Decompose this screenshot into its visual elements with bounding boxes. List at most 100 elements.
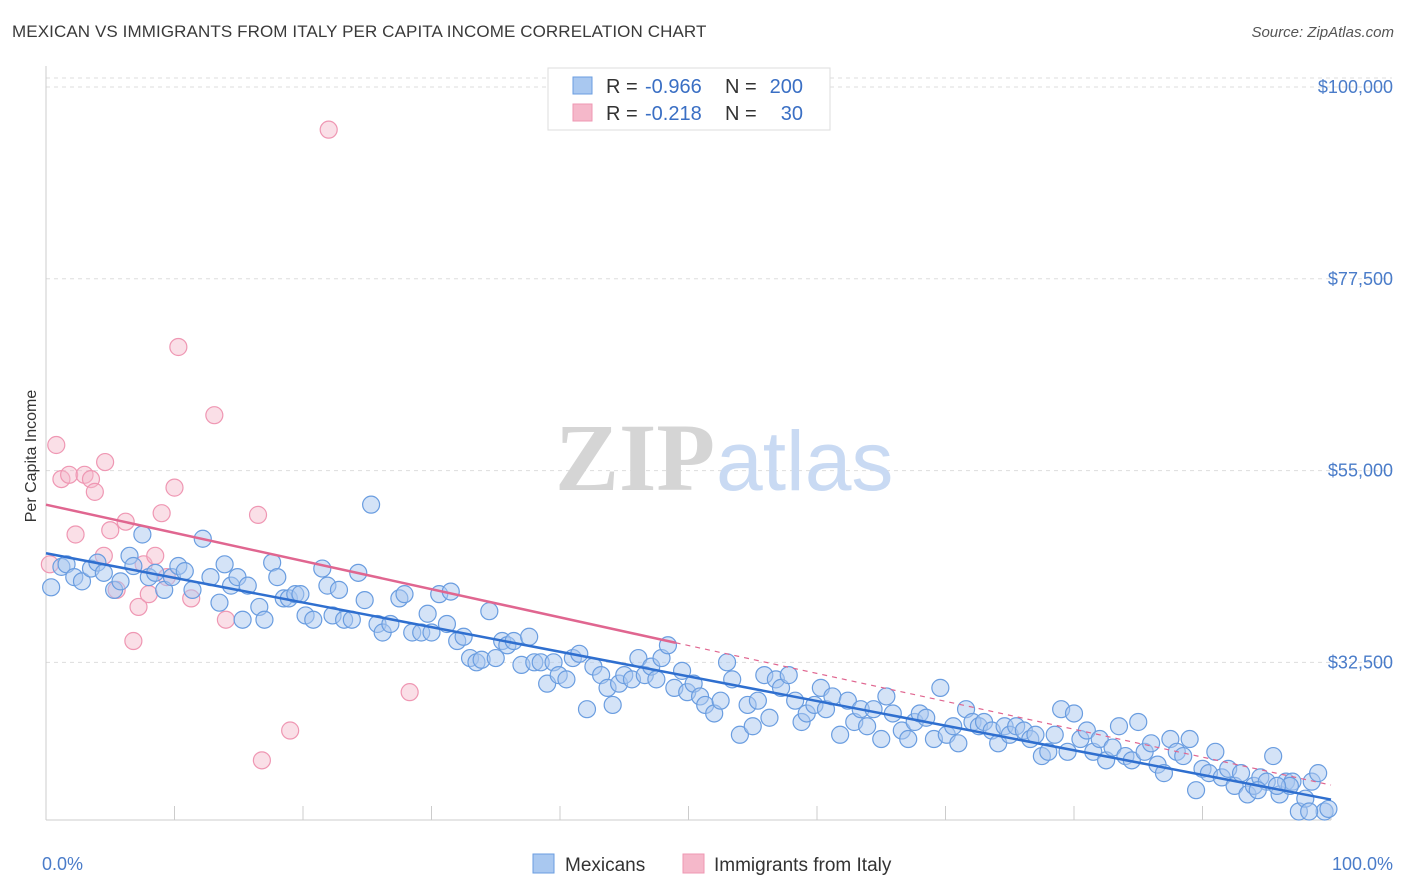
point-mexicans-22: [210, 593, 229, 612]
y-tick-label-2: $77,500: [1328, 269, 1393, 289]
point-mexicans-51: [395, 585, 414, 604]
point-mexicans-70: [520, 627, 539, 646]
point-italy-21: [169, 337, 188, 357]
point-mexicans-23: [215, 555, 234, 574]
point-mexicans-12: [133, 525, 152, 544]
series-mexicans-points: [42, 495, 1338, 821]
legend-swatch-italy: [572, 103, 593, 122]
point-italy-17: [146, 546, 165, 565]
point-italy-9: [96, 452, 115, 472]
legend-n-value-mexicans: 200: [770, 76, 803, 98]
point-mexicans-159: [1090, 729, 1109, 749]
legend-r-value-mexicans: -0.966: [645, 76, 702, 98]
grid-lines: [46, 77, 1392, 663]
legend-top: R = -0.966 N = 200 R = -0.218 N = 30: [547, 67, 831, 131]
point-mexicans-193: [1309, 764, 1328, 783]
point-mexicans-26: [233, 610, 252, 629]
point-italy-4: [66, 525, 85, 544]
point-italy-18: [152, 504, 171, 523]
legend-bottom-swatch-italy: [682, 853, 705, 874]
point-mexicans-106: [748, 691, 767, 710]
legend-bottom-swatch-mexicans: [532, 853, 555, 874]
source-label: Source: ZipAtlas.com: [1251, 24, 1394, 41]
point-mexicans-173: [1180, 729, 1199, 749]
point-mexicans-134: [931, 678, 950, 697]
point-italy-10: [101, 521, 120, 540]
point-mexicans-151: [1039, 742, 1058, 761]
y-tick-label-1: $55,000: [1328, 461, 1393, 481]
point-mexicans-103: [730, 725, 750, 744]
point-mexicans-83: [603, 695, 622, 715]
point-mexicans-161: [1103, 738, 1122, 757]
point-mexicans-37: [304, 610, 323, 629]
chart-title: MEXICAN VS IMMIGRANTS FROM ITALY PER CAP…: [12, 22, 707, 41]
point-italy-25: [248, 505, 268, 524]
point-mexicans-152: [1045, 725, 1064, 744]
point-mexicans-167: [1141, 734, 1161, 753]
point-mexicans-196: [1300, 802, 1319, 821]
legend-bottom-label-italy: Immigrants from Italy: [714, 855, 892, 876]
point-italy-29: [400, 683, 419, 702]
point-mexicans-45: [355, 591, 374, 610]
point-mexicans-111: [779, 666, 798, 685]
legend-bottom: Mexicans Immigrants from Italy: [532, 853, 892, 876]
series-italy-points: [40, 120, 419, 770]
point-italy-26: [252, 751, 271, 770]
point-mexicans-195: [1319, 799, 1338, 819]
point-mexicans-119: [831, 725, 850, 744]
legend-bottom-label-mexicans: Mexicans: [565, 855, 645, 876]
point-italy-16: [139, 585, 158, 604]
point-italy-24: [216, 610, 235, 629]
point-mexicans-54: [418, 604, 437, 623]
x-tick-labels: 0.0% 100.0%: [42, 854, 1393, 874]
point-mexicans-124: [864, 700, 883, 719]
point-mexicans-65: [486, 648, 505, 668]
point-mexicans-19: [183, 580, 202, 599]
point-mexicans-0: [42, 578, 61, 597]
point-italy-7: [85, 482, 104, 501]
point-mexicans-41: [329, 580, 349, 599]
point-mexicans-126: [877, 687, 896, 706]
point-mexicans-18: [175, 562, 194, 581]
x-tick-label-0: 0.0%: [42, 854, 83, 874]
legend-r-label-mexicans: R =: [606, 76, 638, 98]
y-axis-label: Per Capita Income: [23, 390, 40, 523]
point-mexicans-7: [94, 563, 113, 582]
point-mexicans-90: [647, 670, 666, 689]
point-mexicans-137: [949, 734, 968, 753]
point-mexicans-123: [858, 717, 877, 736]
point-mexicans-38: [313, 559, 332, 578]
trend-italy: [45, 503, 676, 644]
point-mexicans-105: [743, 717, 762, 736]
point-mexicans-76: [557, 670, 576, 689]
legend-r-value-italy: -0.218: [645, 103, 702, 125]
point-mexicans-129: [899, 729, 918, 749]
x-tick-label-1: 100.0%: [1332, 854, 1393, 874]
point-mexicans-108: [760, 708, 779, 727]
point-italy-28: [319, 120, 338, 139]
legend-swatch-mexicans: [572, 76, 593, 95]
point-italy-23: [205, 406, 224, 425]
point-italy-1: [47, 435, 66, 455]
point-italy-13: [124, 631, 143, 651]
point-mexicans-125: [872, 729, 891, 749]
point-mexicans-154: [1058, 742, 1077, 761]
point-mexicans-29: [255, 610, 274, 629]
point-mexicans-155: [1064, 704, 1084, 723]
y-tick-label-0: $32,500: [1328, 652, 1393, 672]
point-mexicans-46: [362, 495, 381, 514]
point-italy-20: [165, 478, 184, 497]
point-italy-27: [281, 721, 300, 740]
point-mexicans-79: [577, 700, 597, 719]
point-mexicans-186: [1264, 746, 1283, 766]
point-mexicans-60: [454, 627, 473, 646]
point-mexicans-100: [711, 691, 730, 710]
point-italy-14: [129, 597, 148, 617]
trend-lines: [45, 503, 1332, 801]
point-mexicans-172: [1174, 746, 1193, 766]
point-mexicans-174: [1186, 781, 1206, 800]
point-mexicans-165: [1129, 712, 1148, 732]
legend-r-label-italy: R =: [606, 103, 638, 125]
legend-n-label-mexicans: N =: [725, 76, 757, 98]
